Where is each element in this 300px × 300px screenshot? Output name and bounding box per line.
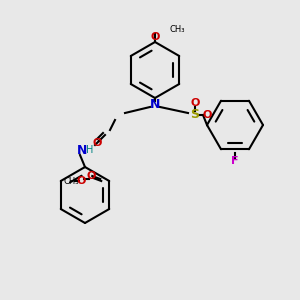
Text: O: O bbox=[190, 98, 200, 108]
Text: CH₃: CH₃ bbox=[64, 176, 79, 185]
Text: O: O bbox=[150, 32, 160, 42]
Text: O: O bbox=[76, 176, 86, 186]
Text: S: S bbox=[190, 109, 200, 122]
Text: O: O bbox=[87, 171, 96, 181]
Text: N: N bbox=[77, 143, 87, 157]
Text: N: N bbox=[150, 98, 160, 112]
Text: CH₃: CH₃ bbox=[170, 26, 185, 34]
Text: H: H bbox=[86, 145, 94, 155]
Text: O: O bbox=[92, 138, 102, 148]
Text: O: O bbox=[202, 110, 212, 120]
Text: F: F bbox=[231, 156, 239, 166]
